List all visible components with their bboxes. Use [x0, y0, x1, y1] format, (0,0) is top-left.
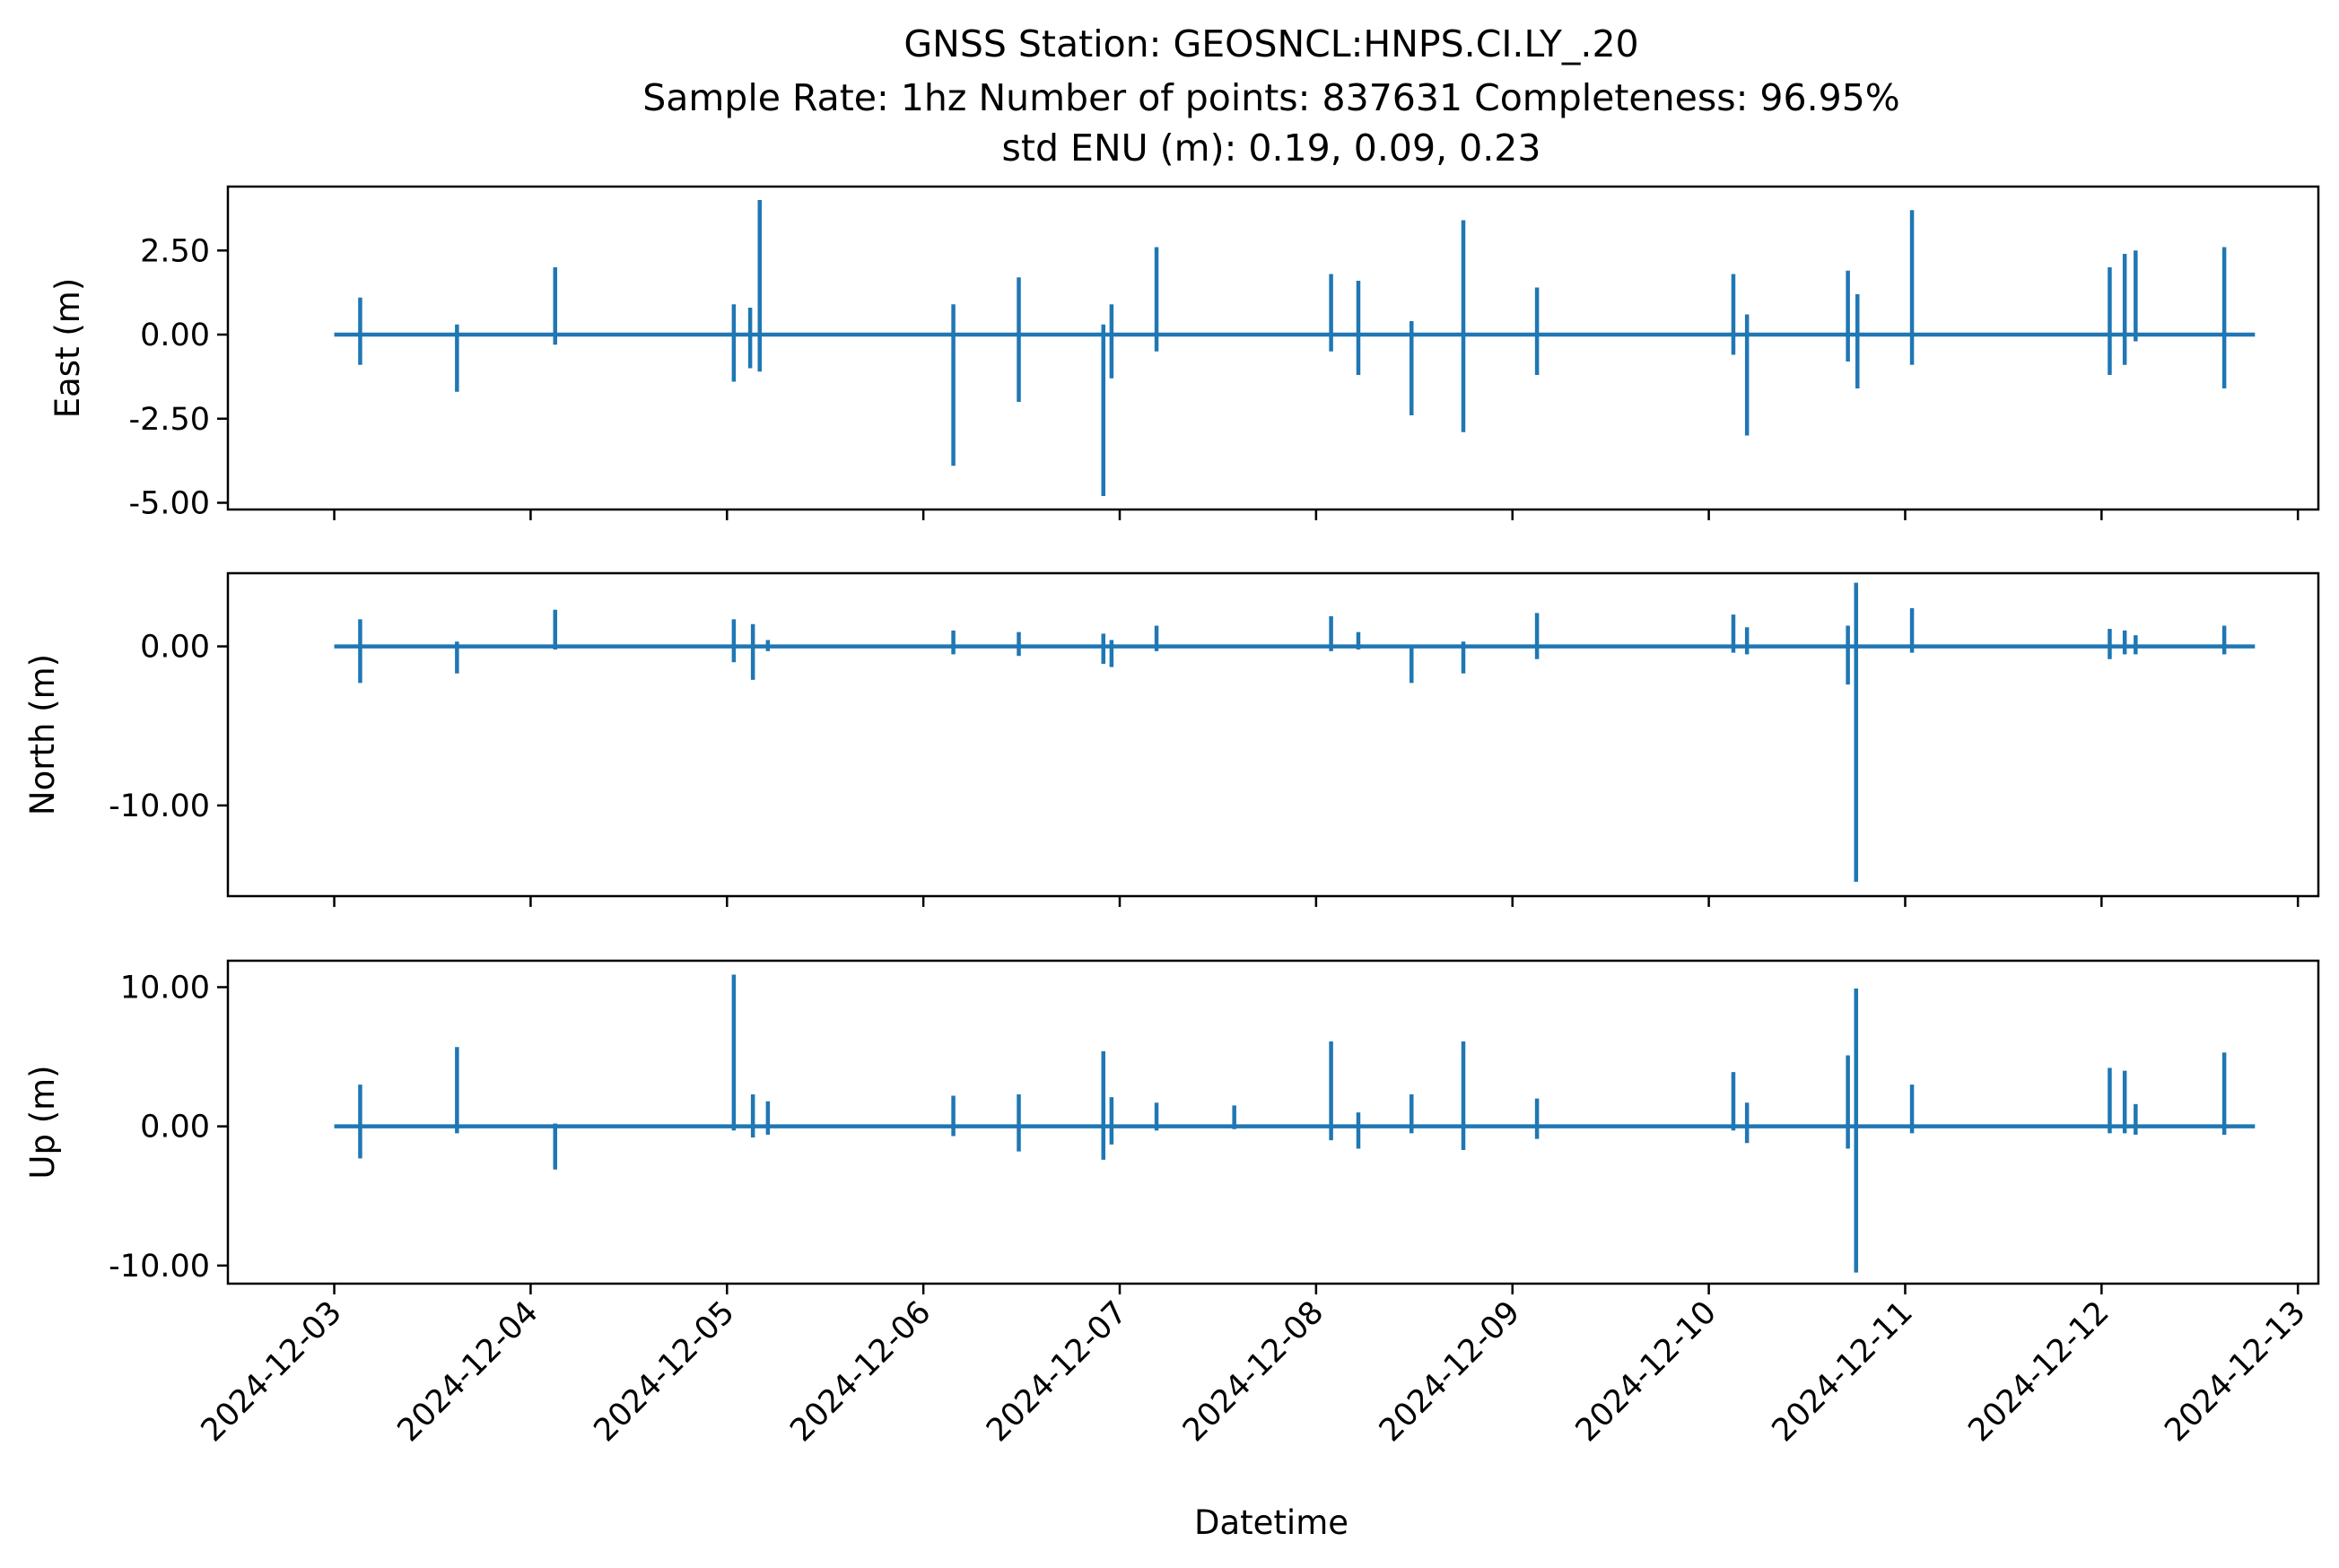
north-y-tick-label-1: -10.00 — [109, 788, 210, 824]
up-panel: 10.00 0.00 -10.00 Up (m) — [23, 959, 2320, 1294]
up-y-axis-label: Up (m) — [23, 1065, 62, 1179]
east-series — [334, 200, 2256, 496]
x-axis-label: Datetime — [1194, 1503, 1348, 1542]
north-y-tick-label-0: 0.00 — [140, 630, 210, 666]
up-x-ticks — [333, 1284, 2300, 1294]
east-y-tick-label-0: 2.50 — [140, 233, 210, 269]
east-y-tick-label-1: 0.00 — [140, 318, 210, 353]
up-y-tick-label-2: -10.00 — [109, 1249, 210, 1285]
east-axes-frame — [226, 185, 2320, 511]
up-series — [334, 974, 2256, 1273]
title-line-station: GNSS Station: GEOSNCL:HNPS.CI.LY_.20 — [903, 22, 1638, 65]
north-panel: 0.00 -10.00 North (m) — [23, 571, 2320, 907]
north-x-ticks — [333, 896, 2300, 907]
north-y-ticks: 0.00 -10.00 — [109, 630, 228, 824]
up-y-ticks: 10.00 0.00 -10.00 — [109, 970, 228, 1285]
north-axes-frame — [226, 571, 2320, 898]
title-line-std-enu: std ENU (m): 0.19, 0.09, 0.23 — [1002, 126, 1541, 170]
east-y-ticks: 2.50 0.00 -2.50 -5.00 — [128, 233, 228, 522]
east-x-ticks — [333, 510, 2300, 520]
up-axes-frame — [226, 959, 2320, 1285]
east-panel: 2.50 0.00 -2.50 -5.00 East (m) — [48, 185, 2320, 522]
east-y-tick-label-3: -5.00 — [128, 486, 210, 522]
north-y-axis-label: North (m) — [23, 654, 62, 815]
east-y-tick-label-2: -2.50 — [128, 402, 210, 438]
up-y-tick-label-1: 0.00 — [140, 1110, 210, 1146]
title-line-sample-rate: Sample Rate: 1hz Number of points: 83763… — [642, 76, 1900, 119]
chart-title: GNSS Station: GEOSNCL:HNPS.CI.LY_.20 Sam… — [642, 22, 1900, 170]
east-y-axis-label: East (m) — [48, 278, 87, 419]
up-y-tick-label-0: 10.00 — [120, 970, 210, 1006]
north-series — [334, 582, 2256, 883]
